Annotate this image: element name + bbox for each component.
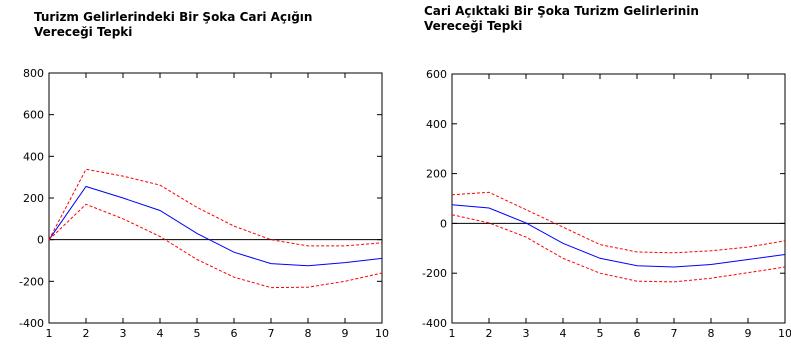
x-tick-label: 6 (231, 327, 238, 340)
response-line (451, 204, 786, 268)
x-tick-label: 4 (560, 327, 567, 340)
plot-frame (451, 73, 786, 324)
y-tick-label: 800 (23, 67, 44, 80)
y-tick-label: -400 (422, 317, 447, 330)
y-tick-label: 200 (23, 192, 44, 205)
y-tick-label: 600 (426, 68, 447, 81)
x-tick-label: 9 (745, 327, 752, 340)
y-tick-label: 0 (37, 234, 44, 247)
x-tick-label: 10 (375, 327, 389, 340)
upper-band-line (48, 168, 383, 247)
x-tick-label: 5 (194, 327, 201, 340)
y-tick-label: 400 (426, 118, 447, 131)
x-tick-label: 3 (523, 327, 530, 340)
chart-title-right: Cari Açıktaki Bir Şoka Turizm Gelirlerin… (424, 4, 699, 33)
chart-1: -400 -200 0 200 400 600 800 1 2 3 4 5 6 7 8 9 10 (19, 67, 389, 340)
y-tick-label: 200 (426, 168, 447, 181)
lower-band-line (48, 203, 383, 289)
x-tick-label: 8 (305, 327, 312, 340)
x-tick-label: 7 (671, 327, 678, 340)
y-tick-label: 600 (23, 109, 44, 122)
x-tick-label: 9 (342, 327, 349, 340)
x-tick-label: 7 (268, 327, 275, 340)
x-tick-label: 8 (708, 327, 715, 340)
x-tick-label: 6 (634, 327, 641, 340)
chart-2: -400 -200 0 200 400 600 1 2 3 4 5 6 7 8 9 10 (422, 68, 791, 340)
upper-band-line (451, 191, 786, 254)
y-tick-label: 0 (440, 217, 447, 230)
y-tick-label: -200 (422, 267, 447, 280)
plot-frame (48, 72, 383, 324)
x-tick-label: 2 (486, 327, 493, 340)
chart-title-left: Turizm Gelirlerindeki Bir Şoka Cari Açığ… (34, 10, 313, 39)
x-tick-label: 1 (449, 327, 456, 340)
lower-band-line (451, 214, 786, 283)
x-tick-label: 1 (46, 327, 53, 340)
y-tick-label: -400 (19, 317, 44, 330)
x-tick-label: 2 (83, 327, 90, 340)
y-tick-label: 400 (23, 150, 44, 163)
y-tick-label: -200 (19, 275, 44, 288)
x-tick-label: 3 (120, 327, 127, 340)
response-line (48, 185, 383, 267)
x-tick-label: 5 (597, 327, 604, 340)
x-tick-label: 10 (778, 327, 791, 340)
x-tick-label: 4 (157, 327, 164, 340)
